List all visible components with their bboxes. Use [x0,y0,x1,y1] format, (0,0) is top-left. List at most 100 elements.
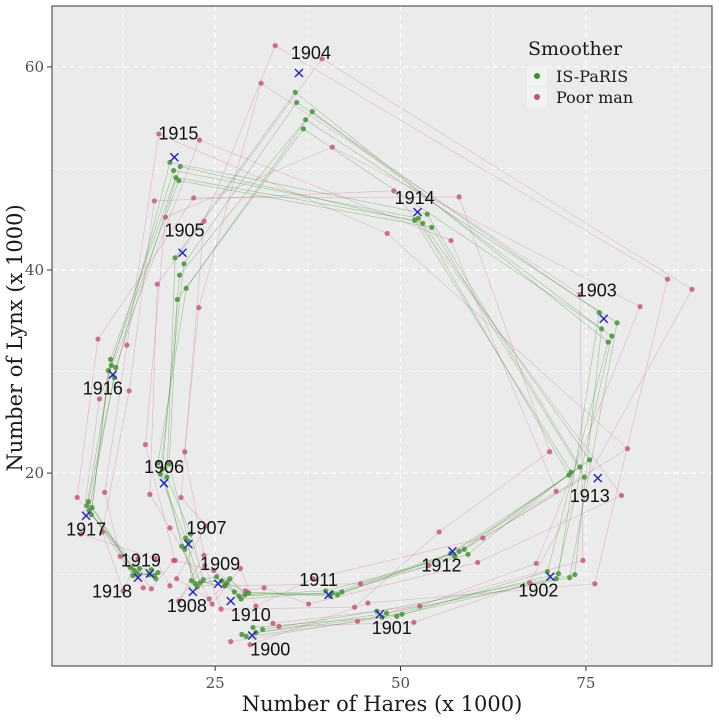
poor-man-point [526,580,533,586]
trajectory-segment [111,170,174,366]
trajectory-segment [159,263,185,475]
is-paris-point [394,613,400,619]
is-paris-point [188,531,194,537]
poor-man-point [624,446,631,452]
is-paris-point [300,126,306,132]
trajectory-segment [477,495,622,563]
poor-man-point [203,523,209,529]
trajectory-segment [178,180,432,228]
poor-man-point [365,600,371,606]
trajectory-segment [272,605,420,624]
truth-marker [169,152,179,162]
is-paris-point [155,460,161,466]
truth-marker [599,314,609,324]
poor-man-point [553,488,559,494]
trajectory-segment [88,367,117,511]
trajectory-segment [86,365,112,506]
trajectory-segment [312,111,602,330]
poor-man-point [577,291,583,297]
poor-man-point [276,623,282,630]
poor-man-point [237,565,243,572]
is-paris-point [227,576,233,582]
is-paris-point [89,505,95,511]
trajectory-segment [221,606,355,610]
trajectory-segment [176,525,207,579]
is-paris-trajectories [86,92,618,637]
trajectory-segment [91,507,131,568]
poor-man-point [533,560,539,567]
trajectory-segment [438,451,550,533]
trajectory-segment [159,473,186,539]
trajectory-segment [183,102,297,265]
trajectory-segment [180,497,207,527]
is-paris-point [172,255,178,261]
is-paris-point [260,626,266,633]
poor-man-point [272,43,278,49]
trajectory-segment [312,537,483,579]
poor-man-point [618,492,625,499]
poor-man-point [95,336,101,342]
is-paris-point [544,568,550,575]
poor-man-point [162,214,169,220]
trajectory-segment [119,556,144,588]
trajectory-segment [341,554,469,593]
is-paris-point [294,99,300,106]
year-label: 1912 [421,555,461,575]
poor-man-point [148,586,154,592]
year-label: 1913 [570,486,610,506]
trajectory-segment [128,200,155,391]
poor-man-point [436,529,442,535]
poor-man-point [305,601,312,607]
trajectory-segment [454,466,581,557]
trajectory-segment [180,166,423,224]
trajectory-segment [174,92,296,258]
poor-man-point [417,603,423,609]
poor-man-point [384,230,390,237]
truth-marker [545,572,555,582]
trajectory-segment [108,180,180,371]
poor-man-point [201,218,207,224]
poor-man-point [96,396,103,402]
is-paris-point [222,583,228,589]
is-paris-point [214,574,220,580]
is-paris-point [243,633,249,640]
trajectory-segment [303,128,613,337]
poor-man-point [173,576,180,582]
trajectory-segment [332,146,641,307]
trajectory-segment [151,560,174,590]
is-paris-point [108,362,114,369]
trajectory-segment [176,578,210,600]
trajectory-segment [154,558,171,586]
poor-man-point [228,639,234,645]
trajectory-segment [535,306,641,564]
poor-man-point [637,303,643,310]
poor-man-point [480,535,486,541]
is-paris-point [465,551,471,557]
truth-marker [447,546,457,556]
trajectory-segment [91,359,111,508]
is-paris-point [107,356,114,362]
trajectory-segment [184,307,200,452]
trajectory-segment [88,501,135,571]
poor-man-point [99,529,106,535]
trajectory-segment [574,328,602,575]
is-paris-point [200,577,206,583]
trajectory-segment [193,196,460,199]
trajectory-segment [200,580,222,584]
plot-panel [52,6,712,666]
trajectory-segment [393,190,622,496]
trajectory-segment [594,279,668,584]
poor-man-point [117,553,123,559]
trajectory-segment [325,556,455,592]
trajectory-segment [76,339,99,498]
trajectory-segment [198,83,262,308]
y-axis-title: Number of Lynx (x 1000) [3,204,27,471]
is-paris-point [555,571,562,577]
legend-title: Smoother [528,38,623,60]
is-paris-point [238,596,244,602]
is-paris-point [566,472,572,478]
is-paris-point [609,333,615,339]
year-label: 1910 [231,605,271,625]
y-tick-label: 20 [25,464,44,482]
